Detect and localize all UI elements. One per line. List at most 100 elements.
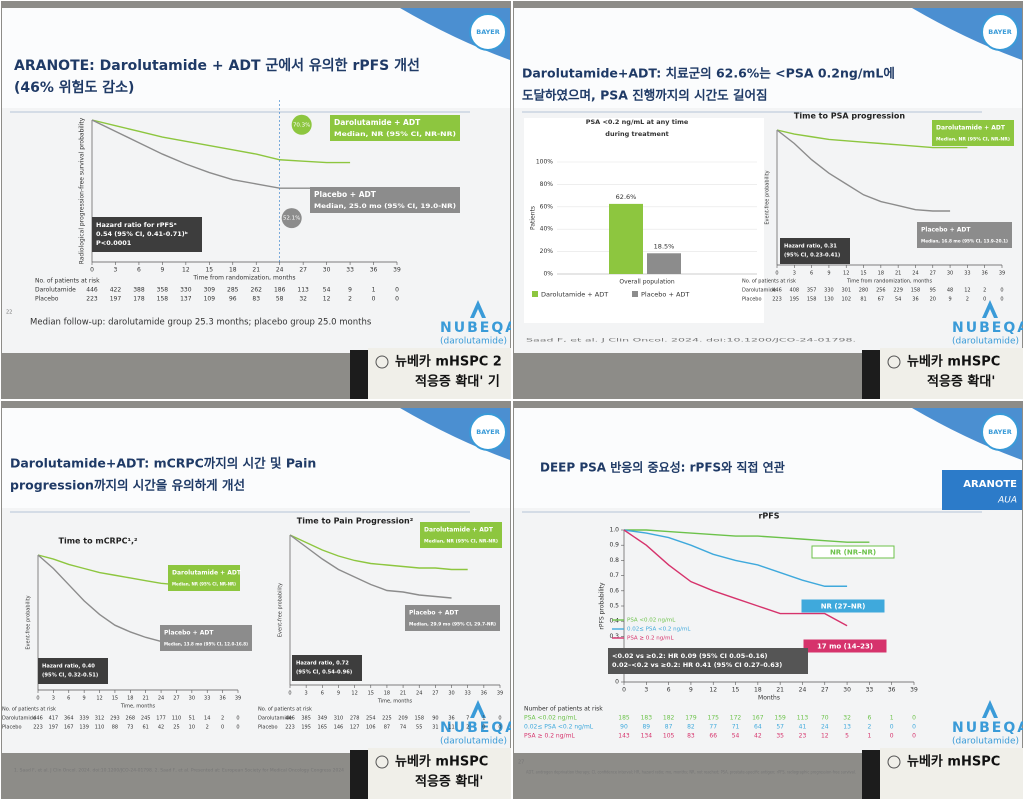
risk-value: 102	[841, 297, 851, 303]
x-axis-label: Time, months	[120, 704, 156, 710]
hazard-text: Hazard ratio, 0.40	[42, 664, 95, 670]
legend-swatch	[532, 291, 538, 297]
x-tick-label: 6	[67, 696, 70, 702]
banner-card	[368, 748, 512, 800]
risk-value: 96	[229, 296, 237, 303]
y-axis-label: Event-free probability	[26, 595, 32, 649]
km-curve	[623, 529, 848, 627]
banner-card	[368, 348, 512, 400]
x-tick-label: 30	[189, 696, 195, 702]
risk-value: 179	[685, 715, 697, 722]
risk-value: 0	[236, 716, 239, 722]
risk-value: 158	[911, 288, 921, 294]
x-tick-label: 12	[182, 267, 190, 274]
x-tick-label: 0	[775, 271, 778, 277]
risk-value: 223	[285, 725, 295, 731]
landmark-badge	[291, 114, 312, 135]
brand: NUBEQA	[440, 720, 518, 736]
x-tick-label: 6	[810, 271, 813, 277]
risk-value: 1	[867, 733, 871, 740]
risk-value: 77	[709, 724, 717, 731]
legend-label: Placebo + ADT	[921, 227, 971, 234]
x-tick-label: 12	[843, 271, 849, 277]
risk-value: 57	[776, 724, 784, 731]
legend-label: Darolutamide + ADT	[334, 118, 421, 127]
median-label: NR (NR–NR)	[830, 549, 876, 557]
banner-logo	[375, 755, 389, 769]
banner-text: 뉴베카 mHSPC	[907, 355, 1000, 370]
logo-ring	[981, 413, 1019, 451]
x-axis-label: Time from randomization, months	[192, 275, 295, 282]
risk-value: 36	[448, 716, 454, 722]
risk-value: 110	[95, 725, 105, 731]
logo-text: BAYER	[476, 28, 500, 36]
risk-value: 89	[642, 724, 650, 731]
km-curve	[289, 534, 468, 571]
footnote: 1. Saad F, et al. J Clin Oncol. 2024. do…	[14, 768, 344, 774]
risk-value: 339	[79, 716, 89, 722]
slide-title: DEEP PSA 반응의 중요성: rPFS와 직접 연관	[540, 460, 785, 475]
risk-value: 139	[79, 725, 89, 731]
risk-value: 158	[157, 296, 169, 303]
chart-title: Time to mCRPC¹,²	[59, 537, 138, 546]
risk-value: 280	[859, 288, 869, 294]
risk-value: 349	[318, 716, 328, 722]
chart-title: Time to PSA progression	[794, 112, 905, 121]
risk-row-name: PSA ≥ 0.2 ng/mL	[524, 733, 575, 740]
x-axis-label: Time, months	[377, 699, 413, 705]
x-tick-label: 21	[143, 696, 149, 702]
hazard-text: 0.02–<0.2 vs ≥0.2: HR 0.41 (95% CI 0.27–…	[612, 661, 782, 669]
x-tick-label: 36	[219, 696, 225, 702]
risk-row-name: Placebo	[258, 725, 278, 731]
x-tick-label: 21	[252, 267, 260, 274]
divider	[511, 399, 1024, 800]
x-tick-label: 33	[964, 271, 970, 277]
risk-value: 81	[860, 297, 866, 303]
legend-box	[405, 605, 500, 631]
risk-value: 9	[948, 297, 951, 303]
risk-value: 223	[86, 296, 98, 303]
median-label: 17 mo (14–23)	[817, 643, 873, 651]
risk-value: 223	[772, 297, 782, 303]
km-curve	[289, 534, 452, 599]
banner-card	[880, 748, 1024, 800]
risk-value: 95	[930, 288, 936, 294]
risk-value: 48	[947, 288, 953, 294]
risk-row-name: 0.02≤ PSA <0.2 ng/mL	[524, 724, 594, 731]
y-tick-label: 0.6	[609, 587, 619, 594]
risk-value: 0	[498, 725, 501, 731]
x-tick-label: 24	[276, 267, 284, 274]
x-tick-label: 21	[776, 687, 784, 694]
hazard-text: Hazard ratio, 0.72	[296, 661, 349, 667]
legend-label: Darolutamide + ADT	[172, 570, 242, 577]
risk-value: 0	[1000, 288, 1003, 294]
badge: ARANOTE	[963, 479, 1017, 490]
slide-title: progression까지의 시간을 유의하게 개선	[10, 478, 245, 493]
risk-value: 58	[276, 296, 284, 303]
risk-value: 0	[395, 287, 399, 294]
km-curve	[623, 529, 848, 587]
banner-card	[880, 348, 1024, 400]
y-axis-label: rPFS probability	[599, 582, 606, 630]
risk-value: 143	[618, 733, 630, 740]
bar	[609, 203, 643, 274]
logo-text: BAYER	[476, 428, 500, 436]
risk-title: No. of patients at risk	[742, 279, 796, 285]
risk-value: 388	[133, 287, 145, 294]
x-tick-label: 12	[96, 696, 102, 702]
risk-value: 25	[173, 725, 179, 731]
logo-text: BAYER	[988, 28, 1012, 36]
risk-value: 158	[807, 297, 817, 303]
hazard-text: Hazard ratio, 0.31	[784, 244, 837, 250]
x-tick-label: 15	[205, 267, 213, 274]
median-label: Median, NR (95% CI, NR-NR)	[172, 582, 236, 588]
risk-value: 245	[141, 716, 151, 722]
hazard-box	[780, 238, 850, 264]
brand-sub: (darolutamide)	[440, 737, 507, 747]
risk-value: 301	[841, 288, 851, 294]
x-tick-label: Overall population	[619, 279, 674, 286]
risk-value: 0	[890, 733, 894, 740]
x-tick-label: 9	[827, 271, 830, 277]
x-tick-label: 27	[432, 691, 438, 697]
